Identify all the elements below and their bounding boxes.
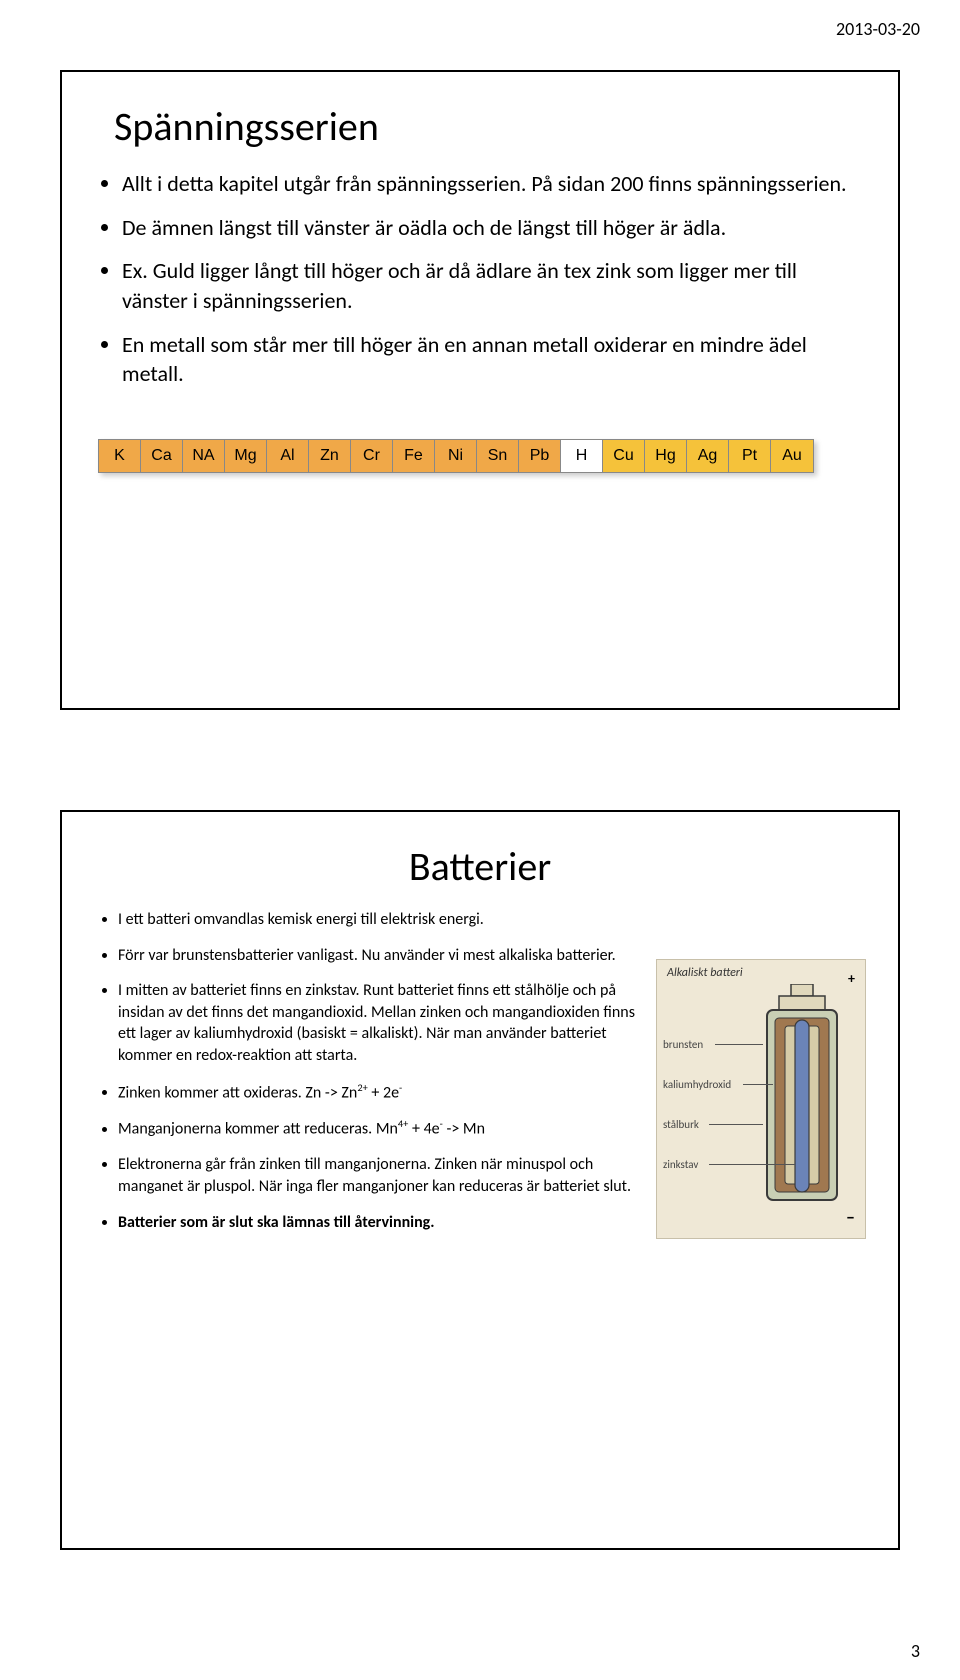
page-number: 3 — [911, 1640, 920, 1662]
element-cell-al: Al — [267, 440, 309, 472]
element-cell-mg: Mg — [225, 440, 267, 472]
slide-spanningsserien: Spänningsserien Allt i detta kapitel utg… — [60, 70, 900, 710]
slide2-bullet: I ett batteri omvandlas kemisk energi ti… — [118, 909, 638, 931]
slide1-bullet: De ämnen längst till vänster är oädla oc… — [122, 213, 866, 243]
battery-caption: Alkaliskt batteri — [667, 966, 743, 980]
slide1-bullet: Ex. Guld ligger långt till höger och är … — [122, 256, 866, 315]
slide2-bullet: Manganjonerna kommer att reduceras. Mn4+… — [118, 1117, 638, 1140]
element-cell-sn: Sn — [477, 440, 519, 472]
plus-terminal-label: + — [848, 970, 855, 987]
label-brunsten: brunsten — [663, 1038, 703, 1051]
slide2-bullet: I mitten av batteriet finns en zinkstav.… — [118, 980, 638, 1066]
element-cell-cr: Cr — [351, 440, 393, 472]
slide2-bullets: I ett batteri omvandlas kemisk energi ti… — [94, 909, 638, 1233]
label-kaliumhydroxid: kaliumhydroxid — [663, 1078, 731, 1091]
element-cell-au: Au — [771, 440, 813, 472]
element-cell-pt: Pt — [729, 440, 771, 472]
page-date: 2013-03-20 — [836, 18, 920, 40]
slide2-bullet: Batterier som är slut ska lämnas till åt… — [118, 1212, 638, 1234]
slide2-title: Batterier — [94, 842, 866, 891]
battery-figure: Alkaliskt batteri + – brunsten kaliumhyd… — [656, 959, 866, 1247]
element-cell-pb: Pb — [519, 440, 561, 472]
slide2-bullet: Zinken kommer att oxideras. Zn -> Zn2+ +… — [118, 1081, 638, 1104]
slide2-bullet: Elektronerna går från zinken till mangan… — [118, 1154, 638, 1197]
element-cell-ni: Ni — [435, 440, 477, 472]
element-cell-hg: Hg — [645, 440, 687, 472]
element-cell-k: K — [99, 440, 141, 472]
element-cell-na: NA — [183, 440, 225, 472]
slide2-bullet: Förr var brunstensbatterier vanligast. N… — [118, 945, 638, 967]
slide1-bullet: En metall som står mer till höger än en … — [122, 330, 866, 389]
element-cell-fe: Fe — [393, 440, 435, 472]
slide-batterier: Batterier I ett batteri omvandlas kemisk… — [60, 810, 900, 1550]
slide1-title: Spänningsserien — [114, 102, 866, 151]
element-cell-cu: Cu — [603, 440, 645, 472]
minus-terminal-label: – — [846, 1206, 855, 1228]
battery-diagram-icon — [757, 984, 847, 1214]
slide1-bullets: Allt i detta kapitel utgår från spänning… — [94, 169, 866, 389]
element-cell-h: H — [561, 440, 603, 472]
element-cell-ag: Ag — [687, 440, 729, 472]
slide1-bullet: Allt i detta kapitel utgår från spänning… — [122, 169, 866, 199]
element-cell-ca: Ca — [141, 440, 183, 472]
element-cell-zn: Zn — [309, 440, 351, 472]
label-zinkstav: zinkstav — [663, 1158, 698, 1171]
label-stalburk: stålburk — [663, 1118, 699, 1131]
electrochemical-series-row: KCaNAMgAlZnCrFeNiSnPbHCuHgAgPtAu — [98, 439, 814, 473]
